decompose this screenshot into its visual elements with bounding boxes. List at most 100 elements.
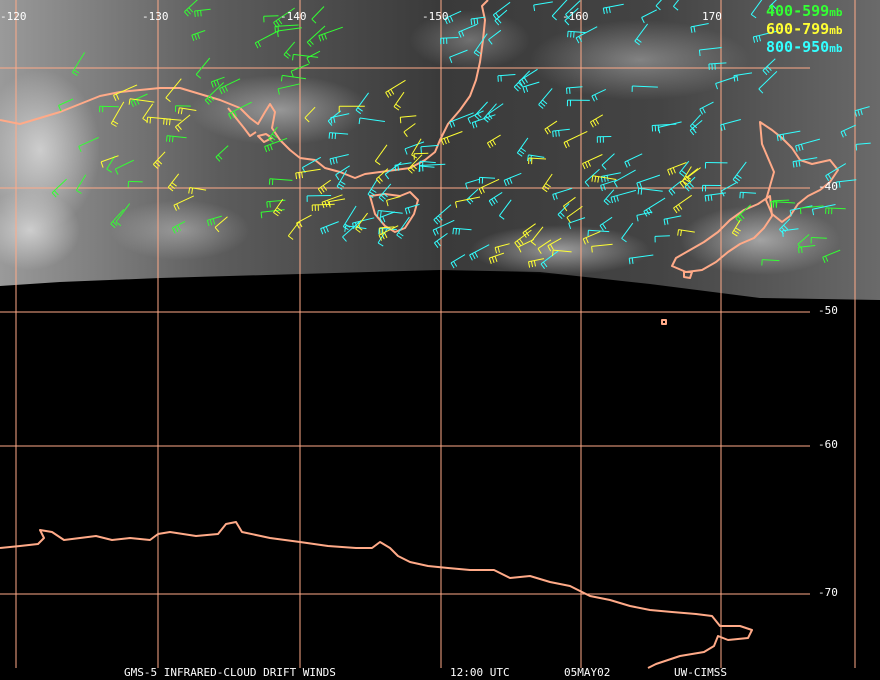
wind-barb	[575, 26, 598, 44]
wind-barb	[113, 84, 138, 102]
lon-label: -150	[422, 10, 449, 23]
wind-barb	[552, 249, 572, 257]
wind-barb	[432, 219, 455, 236]
wind-barb	[811, 204, 836, 216]
wind-barb	[600, 179, 617, 192]
wind-barb	[194, 8, 211, 17]
wind-barb	[273, 198, 284, 217]
wind-barb	[336, 169, 348, 190]
wind-barb	[624, 153, 643, 168]
wind-barb	[407, 154, 423, 174]
wind-barb	[292, 53, 319, 61]
wind-barb	[115, 203, 131, 227]
wind-barb	[404, 203, 420, 215]
wind-barb	[776, 130, 801, 142]
wind-barb	[378, 225, 399, 241]
wind-barb	[184, 0, 198, 17]
wind-barb	[473, 33, 488, 57]
wind-barb	[378, 183, 392, 202]
wind-barbs	[51, 0, 871, 270]
spencer-gulf	[227, 107, 257, 137]
wind-barb	[689, 120, 703, 136]
wind-barb	[528, 157, 547, 165]
lon-label: -130	[142, 10, 169, 23]
lat-label: -60	[818, 438, 838, 451]
wind-barb	[465, 178, 480, 190]
wind-barb	[537, 239, 552, 254]
wind-barb	[601, 153, 615, 170]
wind-barb	[466, 188, 479, 205]
wind-barb	[478, 178, 500, 195]
legend-entry-400-599: 400-599mb	[766, 2, 843, 20]
wind-barb	[75, 174, 87, 194]
wind-barb	[268, 178, 293, 186]
wind-barb	[452, 227, 472, 235]
wind-barb	[228, 101, 252, 120]
wind-barb	[290, 63, 309, 77]
wind-barb	[268, 126, 278, 143]
antarctica-coast	[0, 521, 753, 669]
wind-barb	[393, 91, 405, 111]
footer-product: GMS-5 INFRARED-CLOUD DRIFT WINDS	[124, 666, 336, 679]
pressure-legend: 400-599mb 600-799mb 800-950mb	[766, 2, 843, 56]
wind-barb	[327, 110, 342, 126]
wind-barb	[163, 118, 182, 126]
wind-barb	[399, 115, 417, 124]
wind-barb	[835, 179, 857, 189]
wind-barb	[494, 243, 510, 254]
wind-barb	[514, 229, 532, 248]
wind-barb	[631, 85, 658, 92]
wind-barb	[263, 15, 279, 23]
wind-barb	[855, 142, 871, 151]
wind-barb	[822, 249, 841, 263]
wind-barb	[599, 216, 613, 231]
wind-barb	[420, 144, 439, 153]
wind-barb	[488, 103, 504, 120]
wind-barb	[596, 136, 612, 143]
wind-barb	[825, 163, 847, 182]
wind-barb	[699, 101, 714, 115]
wind-barb	[667, 162, 687, 176]
wind-barb	[335, 165, 350, 181]
wind-barb	[637, 187, 663, 195]
footer-time: 12:00 UTC	[450, 666, 510, 679]
wind-barb	[641, 9, 658, 24]
wind-barb	[704, 162, 728, 169]
wind-barb	[587, 229, 610, 237]
wind-barb	[304, 106, 316, 123]
wind-barb	[797, 234, 810, 250]
wind-barb	[386, 196, 401, 207]
wind-barb	[78, 136, 99, 152]
wind-barb	[358, 117, 385, 125]
wind-barb	[377, 210, 403, 217]
wind-barb	[338, 105, 365, 113]
wind-barb	[643, 197, 666, 217]
wind-barb	[311, 6, 325, 24]
stewart-island	[683, 271, 693, 279]
wind-barb	[589, 114, 604, 128]
wind-barb	[708, 62, 727, 70]
footer-source: UW-CIMSS	[674, 666, 727, 679]
wind-barb	[419, 163, 446, 172]
cloud-imagery	[0, 0, 880, 300]
wind-barb	[657, 121, 682, 134]
wind-barb	[474, 101, 488, 121]
latitude-labels: -40 -50 -60 -70	[818, 180, 838, 599]
wind-barb	[191, 30, 206, 41]
wind-barb	[483, 103, 497, 123]
wind-barb	[792, 157, 818, 168]
wind-barb	[634, 23, 649, 46]
wind-barb	[254, 31, 278, 49]
wind-barb	[567, 30, 586, 38]
wind-barb	[750, 0, 763, 19]
wind-barb	[210, 76, 225, 88]
wind-barb	[522, 81, 540, 93]
longitude-labels: -120 -130 -140 -150 -160 170	[0, 10, 722, 23]
wind-barb	[394, 162, 412, 172]
wind-barb	[533, 1, 553, 11]
wind-barb	[761, 259, 780, 266]
wind-barb	[810, 237, 827, 244]
wind-barb	[715, 76, 737, 90]
wind-barb	[541, 173, 553, 193]
